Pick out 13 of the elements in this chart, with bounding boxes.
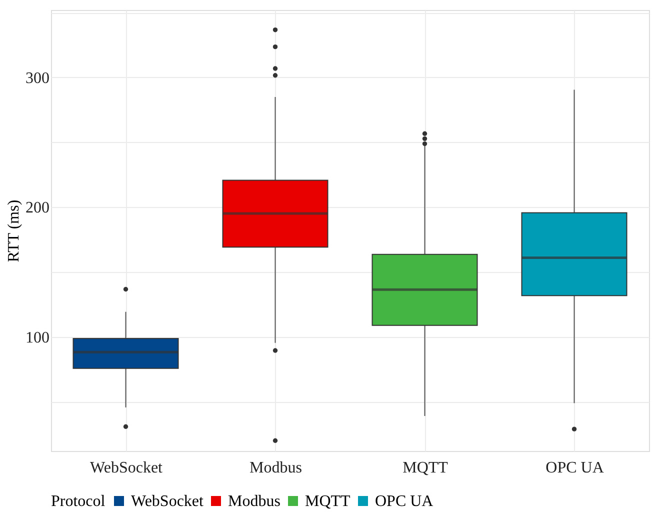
legend-title: Protocol <box>51 493 106 510</box>
y-tick-label: 100 <box>26 329 50 346</box>
y-axis-title: RTT (ms) <box>6 200 22 262</box>
x-tick-label: WebSocket <box>90 460 164 476</box>
legend-label: OPC UA <box>375 493 434 510</box>
legend-label: Modbus <box>228 493 280 510</box>
y-tick-label: 200 <box>26 200 50 217</box>
x-tick-label: OPC UA <box>546 460 604 476</box>
x-tick-label: Modbus <box>250 460 302 476</box>
legend-label: WebSocket <box>131 493 204 510</box>
y-tick-label: 300 <box>26 70 50 87</box>
x-tick-label: MQTT <box>402 460 448 476</box>
legend-label: MQTT <box>305 493 351 510</box>
